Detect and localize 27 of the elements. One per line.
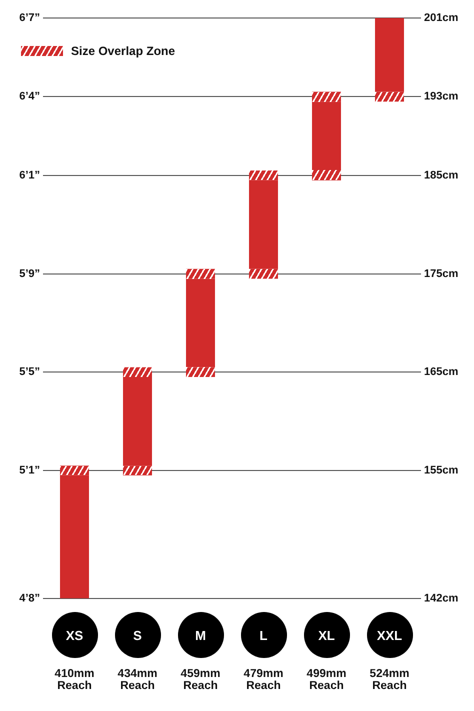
text: 6’1” (19, 169, 40, 182)
text: 410mm Reach (54, 668, 96, 692)
legend-label: Size Overlap Zone (71, 44, 176, 58)
text: 5’5” (19, 366, 40, 378)
text: 5’9” (19, 268, 40, 280)
y-tick-label: 155cm (424, 464, 458, 477)
y-tick-label: 193cm (424, 90, 458, 103)
text: 4’8” (19, 592, 40, 604)
x-tick-label: L (260, 628, 268, 642)
x-tick-label: S (133, 628, 142, 642)
y-tick-label: 185cm (424, 169, 458, 182)
text: 5’1” (19, 464, 40, 477)
x-tick-label: M (195, 628, 206, 642)
x-tick-label: XL (318, 628, 335, 642)
text: 499mm Reach (306, 668, 348, 692)
y-tick-label: 175cm (424, 268, 458, 280)
y-tick-label: 201cm (424, 12, 458, 24)
text: 524mm Reach (368, 668, 410, 692)
text: 434mm Reach (116, 668, 158, 692)
text: 479mm Reach (242, 668, 284, 692)
x-tick-label: XS (66, 628, 84, 642)
text: 6’4” (19, 90, 40, 103)
y-tick-label: 165cm (424, 366, 458, 378)
x-tick-label: XXL (376, 628, 402, 642)
y-tick-label: 142cm (424, 592, 458, 604)
text: 6’7” (19, 12, 40, 24)
text: 459mm Reach (180, 668, 222, 692)
